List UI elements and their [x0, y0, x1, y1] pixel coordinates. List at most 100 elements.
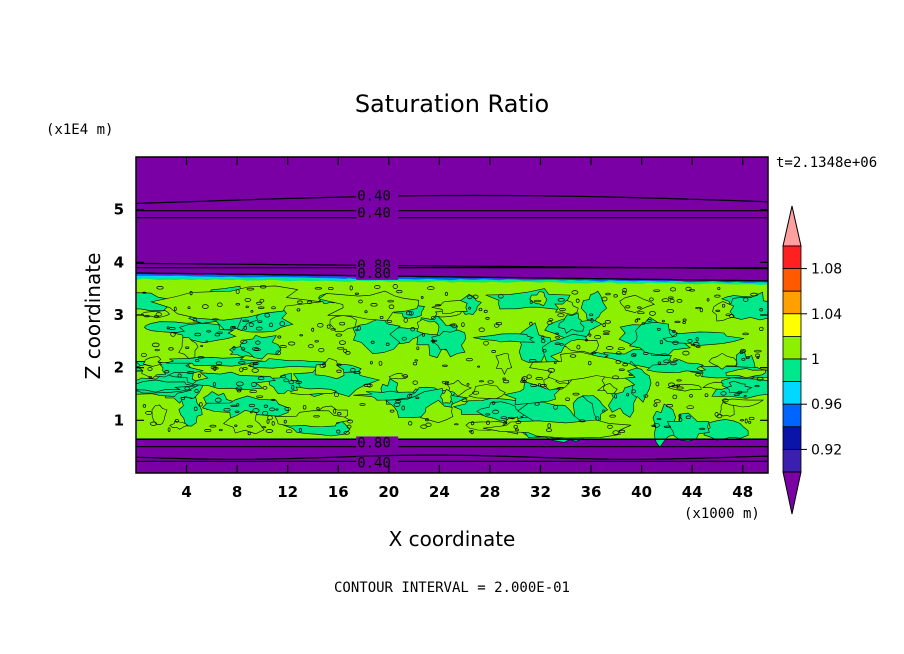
contour-speckle [685, 286, 692, 292]
contour-speckle [449, 323, 455, 327]
contour-speckle [430, 315, 436, 321]
contour-speckle [266, 419, 270, 424]
contour-speckle [612, 430, 620, 435]
contour-speckle [201, 304, 209, 309]
contour-speckle [296, 308, 301, 312]
contour-speckle [403, 317, 408, 323]
green-patch [416, 319, 440, 336]
contour-speckle [257, 306, 265, 309]
contour-speckle [492, 409, 500, 415]
contour-speckle [370, 303, 378, 307]
contour-label: 0.80 [357, 266, 391, 282]
contour-speckle [468, 306, 472, 310]
colorbar: 1.08 1.04 1 0.96 0.92 [782, 205, 842, 515]
x-tick-label: 28 [479, 483, 500, 501]
green-patch [431, 300, 468, 314]
contour-speckle [311, 327, 315, 332]
contour-speckle [193, 406, 198, 411]
contour-speckle [230, 404, 238, 408]
contour-speckle [720, 391, 727, 396]
contour-speckle [750, 292, 758, 297]
contour-speckle [328, 286, 334, 291]
contour-speckle [242, 319, 250, 323]
cloud-layer-green [136, 278, 768, 439]
x-tick-label: 40 [631, 483, 652, 501]
contour-speckle [649, 297, 654, 302]
green-patch [151, 404, 168, 426]
contour-speckle [269, 407, 276, 412]
contour-speckle [330, 327, 336, 331]
contour-speckle [502, 379, 510, 384]
contour-speckle [472, 390, 480, 395]
contour-speckle [665, 404, 674, 408]
contour-speckle [256, 395, 264, 398]
contour-speckle [615, 351, 622, 356]
contour-speckle [234, 424, 238, 427]
contour-speckle [186, 371, 195, 374]
y-axis-label: Z coordinate [81, 253, 105, 380]
contour-speckle [197, 373, 201, 378]
green-patch [178, 336, 199, 359]
contour-speckle [359, 403, 366, 406]
contour-speckle [695, 336, 699, 342]
contour-speckle [279, 345, 287, 349]
green-patch [708, 352, 738, 370]
contour-label-bg [356, 206, 399, 220]
contour-speckle [386, 319, 393, 323]
contour-speckle [242, 367, 248, 370]
contour-speckle [557, 387, 564, 390]
contour-speckle [142, 404, 147, 408]
contour-speckle [421, 333, 425, 337]
contour-speckle [308, 344, 314, 349]
contour-speckle [185, 346, 190, 349]
contour-speckle [601, 296, 608, 302]
contour-speckle [295, 380, 302, 384]
colorbar-label: 0.92 [811, 442, 842, 458]
contour-speckle [363, 383, 371, 388]
contour-speckle [676, 386, 684, 390]
teal-patch [431, 329, 467, 358]
colorbar-swatch [782, 335, 802, 360]
contour-speckle [470, 421, 475, 426]
contour-speckle [634, 319, 638, 323]
contour-speckle [514, 428, 519, 432]
contour-speckle [607, 424, 613, 429]
contour-speckle [716, 414, 723, 419]
teal-patch [580, 290, 607, 329]
contour-speckle [366, 383, 373, 388]
contour-speckle [187, 306, 191, 310]
contour-speckle [253, 348, 261, 351]
contour-speckle [602, 409, 606, 413]
contour-speckle [249, 389, 257, 394]
contour-speckle [546, 320, 553, 325]
contour-speckle [520, 380, 527, 383]
contour-speckle [533, 299, 542, 303]
contour-speckle [454, 423, 459, 426]
contour-speckle [427, 286, 435, 290]
time-label: t=2.1348e+06 [776, 155, 877, 171]
contour-speckle [682, 318, 687, 322]
contour-speckle [759, 326, 764, 331]
contour-speckle [249, 362, 255, 368]
contour-speckle [405, 311, 412, 316]
contour-speckle [535, 377, 544, 381]
contour-speckle [412, 380, 418, 385]
contour-speckle [678, 417, 683, 422]
contour-speckle [370, 340, 375, 344]
contour-speckle [655, 381, 660, 387]
contour-speckle [737, 390, 743, 394]
plot-area: 0.400.400.800.800.800.40 [135, 156, 769, 474]
colorbar-bottom-arrow [782, 471, 802, 515]
contour-speckle [395, 400, 402, 404]
contour-speckle [472, 294, 479, 299]
contour-speckle [502, 377, 506, 381]
contour-speckle [240, 339, 248, 344]
contour-speckle [604, 320, 611, 324]
contour-speckle [602, 330, 611, 333]
colorbar-label: 1 [811, 352, 820, 368]
contour-speckle [379, 315, 384, 320]
contour-speckle [251, 382, 257, 387]
contour-speckle [547, 367, 555, 373]
contour-speckle [279, 321, 286, 327]
contour-speckle [267, 415, 273, 421]
